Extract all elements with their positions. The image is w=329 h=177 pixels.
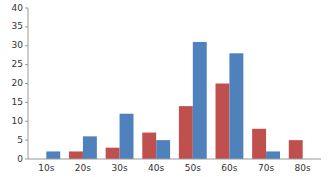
bar (266, 151, 280, 159)
y-tick-label: 20 (12, 78, 24, 88)
bar (156, 140, 170, 159)
x-tick-label: 20s (75, 163, 91, 173)
y-tick-label: 10 (12, 116, 24, 126)
bar (193, 42, 207, 159)
bars (46, 42, 302, 159)
y-tick (25, 64, 28, 65)
y-tick-label: 15 (12, 97, 23, 107)
y-tick-label: 0 (17, 154, 23, 164)
y-tick (25, 102, 28, 103)
x-tick-label: 30s (111, 163, 127, 173)
y-tick-label: 30 (12, 40, 24, 50)
y-tick (25, 140, 28, 141)
x-tick-label: 10s (38, 163, 54, 173)
y-tick (25, 26, 28, 27)
bar (120, 114, 134, 159)
y-tick (25, 45, 28, 46)
bar (289, 140, 303, 159)
bar (83, 136, 97, 159)
y-tick-label: 5 (17, 135, 23, 145)
x-tick-label: 50s (185, 163, 201, 173)
bar (106, 148, 120, 159)
bar (229, 53, 243, 159)
x-tick-label: 80s (295, 163, 311, 173)
x-axis-line (28, 159, 321, 160)
y-tick-label: 25 (12, 59, 23, 69)
chart-container: 0 5 10 15 20 25 30 35 40 10s 20s 30s 40s 50s 60s 70s 80s (0, 0, 329, 177)
bar (46, 151, 60, 159)
chart-svg: 0 5 10 15 20 25 30 35 40 10s 20s 30s 40s 50s 60s 70s 80s (0, 0, 329, 177)
y-tick (25, 121, 28, 122)
bar (179, 106, 193, 159)
x-tick-label: 70s (258, 163, 274, 173)
y-tick (25, 8, 28, 9)
bar (252, 129, 266, 159)
bar (142, 133, 156, 159)
x-tick-label: 60s (221, 163, 237, 173)
bar (216, 84, 230, 160)
bar (69, 151, 83, 159)
y-tick (25, 159, 28, 160)
y-tick-label: 35 (12, 21, 23, 31)
x-tick-label: 40s (148, 163, 164, 173)
y-tick (25, 83, 28, 84)
y-tick-label: 40 (12, 3, 24, 13)
